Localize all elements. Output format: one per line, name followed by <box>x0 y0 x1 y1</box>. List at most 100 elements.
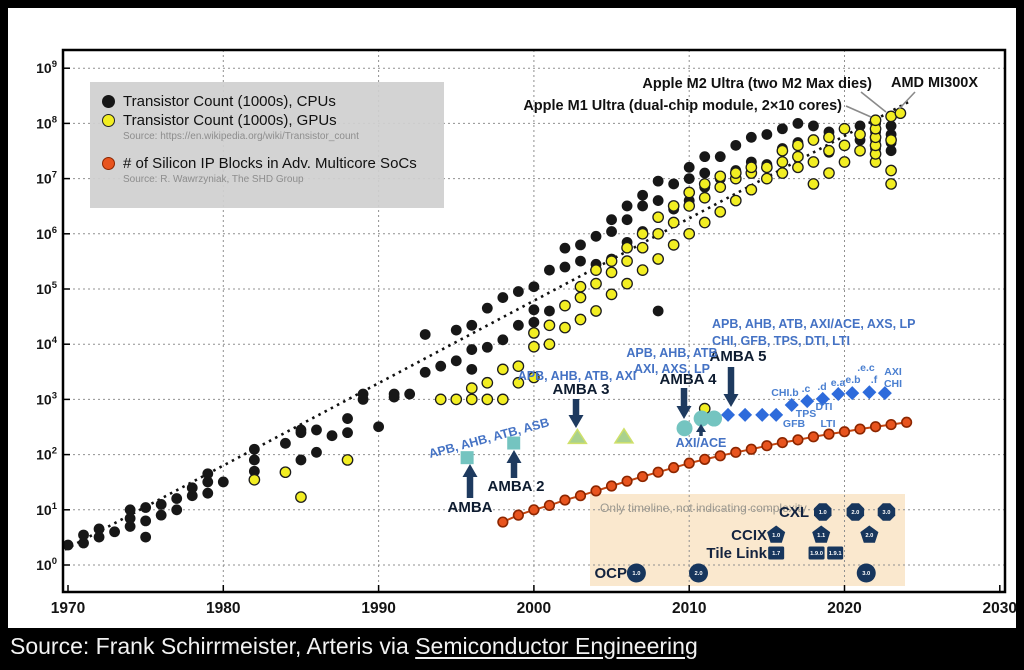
x-tick-label: 2020 <box>827 600 861 617</box>
label-amd-mi300x: AMD MI300X <box>891 75 978 91</box>
cpu-point <box>140 515 152 527</box>
gpu-point <box>698 178 711 190</box>
cpu-point <box>854 120 866 132</box>
amba5-diamond-marker <box>862 385 877 400</box>
timeline-row-label-ocp: OCP <box>594 565 627 582</box>
version-badge <box>814 503 832 521</box>
cpu-point <box>637 200 649 212</box>
label-chi-b: CHI.b <box>771 387 798 399</box>
label-apple-m2-ultra: Apple M2 Ultra (two M2 Max dies) <box>642 76 872 92</box>
cpu-point <box>419 366 431 378</box>
y-tick-label: 109 <box>36 59 57 76</box>
version-badge <box>768 546 785 560</box>
gpu-point <box>807 156 820 168</box>
x-tick-label: 1980 <box>206 600 240 617</box>
cpu-point <box>388 388 400 400</box>
amba4-circle-marker <box>693 410 710 427</box>
ip-point <box>559 494 571 506</box>
gpu-point <box>698 216 711 229</box>
legend-label-cpus: Transistor Count (1000s), CPUs <box>123 93 336 110</box>
gpu-point <box>590 277 602 290</box>
badge-version-label: 1.7 <box>772 551 780 557</box>
cpu-point <box>699 167 711 179</box>
gpu-point <box>528 371 540 384</box>
gpu-point <box>714 181 727 194</box>
cpu-point <box>730 139 742 151</box>
version-badge <box>856 563 876 583</box>
cpu-point <box>217 476 229 488</box>
gpu-point <box>894 107 907 120</box>
ip-point <box>776 436 788 449</box>
gpu-point <box>574 280 587 293</box>
label-chi-d: .d <box>817 381 826 393</box>
gpu-point <box>838 139 851 152</box>
leader-line <box>860 91 887 113</box>
version-badge <box>808 546 825 560</box>
cpu-point <box>155 499 167 510</box>
label-chi: CHI <box>884 378 902 390</box>
ip-point <box>854 423 866 435</box>
cpu-point <box>652 195 664 206</box>
ip-point <box>792 434 804 446</box>
cpu-point <box>606 226 617 237</box>
cpu-point <box>342 427 353 439</box>
badge-version-label: 1.1 <box>817 533 826 539</box>
gpu-point <box>652 211 664 224</box>
amba3-triangle-marker <box>613 427 635 444</box>
amba-square-marker <box>507 436 521 450</box>
gpu-point <box>652 227 664 240</box>
cpu-point <box>668 178 680 190</box>
cpu-point <box>528 316 540 328</box>
label-tps: TPS <box>796 408 816 420</box>
gpu-point <box>838 156 851 168</box>
cpu-point <box>404 388 416 400</box>
amba5-diamond-marker <box>877 386 892 401</box>
version-badge <box>877 503 896 521</box>
amba4-circle-marker <box>676 420 693 437</box>
cpu-point <box>528 304 540 316</box>
label-amba5-protocols: APB, AHB, ATB, AXI/ACE, AXS, LP CHI, GFB,… <box>712 317 916 348</box>
cpu-point <box>652 175 664 187</box>
gpu-point <box>341 454 354 466</box>
source-bar: Source: Frank Schirrmeister, Arteris via… <box>10 633 1014 660</box>
gpu-point <box>683 227 696 240</box>
source-link[interactable]: Semiconductor Engineering <box>415 633 698 659</box>
gpu-point <box>574 291 587 304</box>
cpu-point <box>559 261 571 273</box>
y-tick-label: 105 <box>36 280 58 297</box>
ip-point <box>637 470 649 483</box>
gpu-point <box>574 313 587 326</box>
cpu-point <box>186 490 198 502</box>
gpu-point <box>512 360 525 373</box>
ip-point <box>761 440 773 452</box>
y-tick-label: 101 <box>36 501 58 518</box>
gpu-point <box>279 466 292 479</box>
gpu-point <box>760 161 773 174</box>
gpu-point <box>543 319 556 332</box>
axi-ace-arrow-head <box>696 424 706 432</box>
cpu-point <box>512 286 524 297</box>
gpu-point <box>496 393 509 406</box>
badge-version-label: 1.0 <box>632 571 640 577</box>
gpu-point <box>636 227 649 240</box>
timeline-note: Only timeline, not indicating complexity <box>600 501 807 515</box>
version-badge <box>689 563 709 583</box>
cpu-point <box>124 512 136 524</box>
gpu-point <box>745 161 758 174</box>
cpu-point <box>311 424 322 436</box>
amba3-triangle-marker <box>567 428 588 445</box>
gpu-point <box>295 491 307 503</box>
gpu-point <box>885 178 897 190</box>
ip-swatch-icon <box>102 157 115 170</box>
gpu-point <box>823 144 835 157</box>
ip-point <box>497 516 509 528</box>
cpu-point <box>62 539 74 551</box>
gpu-point <box>636 241 649 254</box>
cpu-point <box>202 476 214 488</box>
legend-item-gpus: Transistor Count (1000s), GPUs <box>102 112 432 129</box>
cpu-point <box>466 344 478 355</box>
gpu-point <box>792 161 804 174</box>
cpu-point <box>652 305 664 317</box>
cpu-point <box>202 468 214 480</box>
